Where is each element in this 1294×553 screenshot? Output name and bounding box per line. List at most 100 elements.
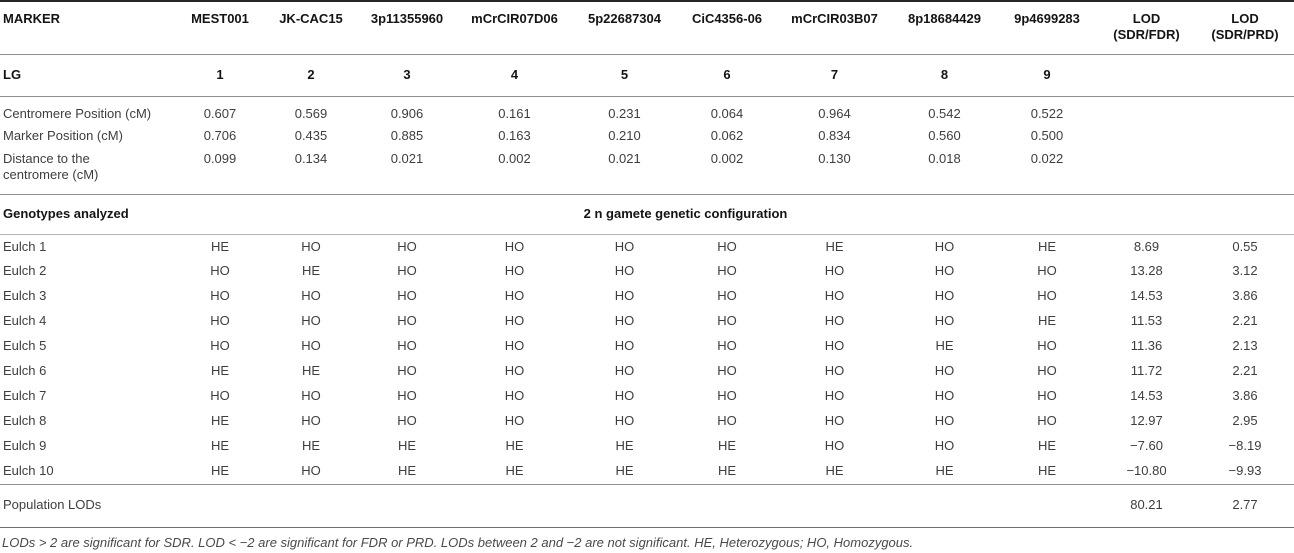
empty-cell [1097,54,1196,97]
genotype-cell: HE [892,459,997,485]
genotype-cell: HE [301,263,321,279]
lod-prd-value: 2.95 [1232,413,1258,429]
genotype-cell: HE [210,363,230,379]
lg-value: 9 [997,54,1097,97]
genotype-cell: HO [717,388,737,404]
position-value: 0.021 [572,147,677,195]
genotype-cell: HO [1037,413,1057,429]
lod-fdr-value: 13.28 [1130,263,1163,279]
row-label: Eulch 1 [3,238,47,254]
genotype-cell: HO [210,313,230,329]
position-value: 0.522 [1030,105,1064,121]
marker-header: mCrCIR03B07 [777,1,892,55]
table-row: Eulch 5 HO HO HO HO HO HO HO HE HO 11.36… [0,334,1294,359]
section-header-row: Genotypes analyzed 2 n gamete genetic co… [0,194,1294,235]
empty-cell [1196,194,1294,235]
row-label-text: Distance to the centromere (cM) [3,150,99,183]
position-value: 0.500 [1030,128,1064,143]
genotype-cell: HO [504,263,525,279]
position-value: 0.964 [818,105,851,121]
position-value: 0.435 [294,128,328,143]
lod-fdr-value: 80.21 [1097,484,1196,528]
genotype-cell: HO [717,413,737,429]
genotype-cell: HE [210,238,230,254]
lod-prd-value: 0.55 [1232,238,1258,254]
position-value: 0.018 [892,147,997,195]
position-value: 0.607 [203,105,237,121]
position-value: 0.064 [710,105,744,121]
genotype-cell: HO [504,288,525,304]
lod-fdr-value: 11.53 [1130,313,1163,329]
lg-value: 6 [677,54,777,97]
position-value: 0.163 [498,128,531,143]
table-row: Centromere Position (cM) 0.607 0.569 0.9… [0,96,1294,125]
position-value: 0.231 [608,105,641,121]
genotype-cell: HO [717,313,737,329]
genotype-cell: HO [824,338,845,354]
genotype-cell: HO [717,263,737,279]
position-value: 0.542 [928,105,961,121]
genotype-cell: HE [677,459,777,485]
lod-fdr-value: 11.72 [1130,363,1163,379]
lg-value: 7 [777,54,892,97]
position-value: 0.906 [390,105,424,121]
lod-fdr-value: 11.36 [1130,338,1163,354]
table-row: Distance to the centromere (cM) 0.099 0.… [0,147,1294,195]
row-label: Eulch 9 [3,438,47,454]
marker-header: JK-CAC15 [265,1,357,55]
genotype-cell: HO [265,459,357,485]
genotype-cell: HO [1037,263,1057,279]
genotype-cell: HO [301,313,321,329]
genotype-cell: HE [615,438,634,454]
row-label: Marker Position (cM) [3,128,123,143]
genotype-cell: HO [1037,388,1057,404]
marker-header: 8p18684429 [892,1,997,55]
genotype-cell: HE [301,438,321,454]
genotype-cell: HE [777,459,892,485]
position-value: 0.002 [457,147,572,195]
table-row: Eulch 8 HE HO HO HO HO HO HO HO HO 12.97… [0,409,1294,434]
genotype-cell: HO [397,363,417,379]
row-label: Eulch 7 [3,388,47,404]
position-value: 0.021 [357,147,457,195]
lod-fdr-value: −7.60 [1130,438,1163,454]
lod-fdr-value: 14.53 [1130,388,1163,404]
genotype-cell: HO [301,388,321,404]
linkage-group-row: LG 1 2 3 4 5 6 7 8 9 [0,54,1294,97]
genotype-cell: HO [301,238,321,254]
position-value: 0.062 [710,128,744,143]
genotype-cell: HO [210,388,230,404]
lod-header-line2: (SDR/FDR) [1113,27,1180,42]
position-value: 0.099 [175,147,265,195]
genotype-cell: HO [614,313,635,329]
genotype-cell: HO [614,288,635,304]
lg-value: 2 [265,54,357,97]
lod-prd-value: 3.86 [1232,288,1258,304]
genotype-cell: HO [397,338,417,354]
lod-prd-value: 2.21 [1232,363,1258,379]
genotype-cell: HO [1037,363,1057,379]
genotype-cell: HE [935,338,954,354]
genotype-cell: HO [824,363,845,379]
lod-prd-value: −8.19 [1228,438,1262,454]
genotype-cell: HO [934,438,955,454]
lg-row-label: LG [0,54,175,97]
row-label: Eulch 4 [3,313,47,329]
genotype-cell: HO [824,288,845,304]
row-label: Eulch 8 [3,413,47,429]
lod-prd-value: 2.77 [1196,484,1294,528]
empty-cell [1196,96,1294,125]
genotype-cell: HE [1037,313,1057,329]
genotype-cell: HO [504,313,525,329]
lg-value: 8 [892,54,997,97]
genotype-cell: HO [934,288,955,304]
genotype-lod-table: MARKER MEST001 JK-CAC15 3p11355960 mCrCI… [0,0,1294,528]
genotype-cell: HE [397,438,417,454]
empty-cell [1196,125,1294,148]
genotype-cell: HO [614,413,635,429]
position-value: 0.134 [265,147,357,195]
genotype-cell: HE [210,413,230,429]
section-left-label: Genotypes analyzed [0,194,175,235]
genotype-cell: HO [614,338,635,354]
